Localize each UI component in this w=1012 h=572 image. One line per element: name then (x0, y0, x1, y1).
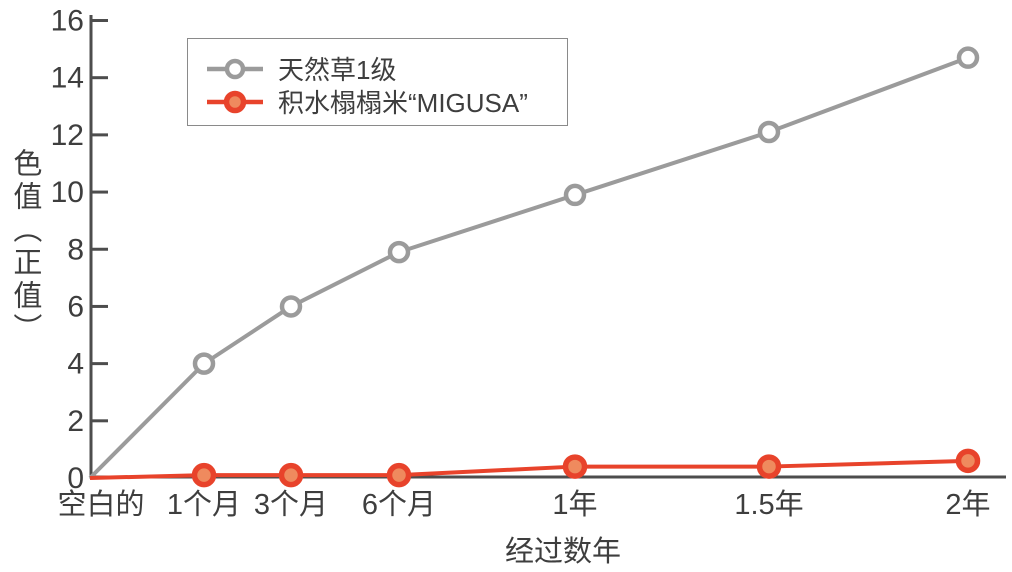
x-tick-label: 2年 (945, 488, 990, 521)
legend-item-migusa: 积水榻榻米“MIGUSA” (206, 85, 567, 118)
data-point-marker (191, 462, 217, 488)
data-point-marker (562, 454, 588, 479)
data-point-marker (192, 352, 216, 375)
y-tick-label: 16 (51, 5, 84, 38)
data-point-marker (386, 462, 412, 488)
x-tick-label: 1.5年 (734, 488, 803, 521)
y-tick-label: 0 (67, 462, 84, 495)
legend-line-marker-icon (207, 58, 263, 79)
legend-item-natural-grass: 天然草1级 (206, 52, 567, 85)
legend-label-migusa: 积水榻榻米“MIGUSA” (278, 88, 528, 118)
y-tick-label: 4 (67, 348, 84, 381)
series-line-1 (89, 458, 969, 480)
data-point-marker (955, 448, 981, 474)
legend-label-natural-grass: 天然草1级 (278, 55, 397, 85)
data-point-marker (563, 183, 587, 207)
y-tick-label: 10 (51, 176, 84, 209)
x-tick-label: 1年 (552, 488, 597, 521)
data-point-marker (387, 240, 411, 264)
y-tick-label: 2 (67, 405, 84, 438)
data-point-marker (278, 462, 304, 488)
x-axis-title: 经过数年 (505, 536, 622, 568)
x-tick-label: 3个月 (254, 489, 328, 521)
y-tick-label: 14 (51, 62, 84, 95)
legend-line-marker-icon (207, 90, 263, 113)
y-tick-label: 6 (67, 290, 84, 323)
data-point-marker (757, 120, 781, 144)
y-tick-label: 8 (67, 233, 84, 266)
data-point-marker (279, 295, 303, 318)
x-tick-label: 6个月 (362, 489, 436, 521)
data-point-marker (756, 454, 782, 479)
x-tick-label: 空白的 (57, 488, 144, 521)
x-tick-label: 1个月 (167, 489, 241, 521)
y-tick-label: 12 (51, 119, 84, 152)
legend: 天然草1级 积水榻榻米“MIGUSA” (187, 38, 568, 126)
data-point-marker (956, 46, 980, 69)
y-axis-title: 色值（正值） (8, 148, 41, 346)
